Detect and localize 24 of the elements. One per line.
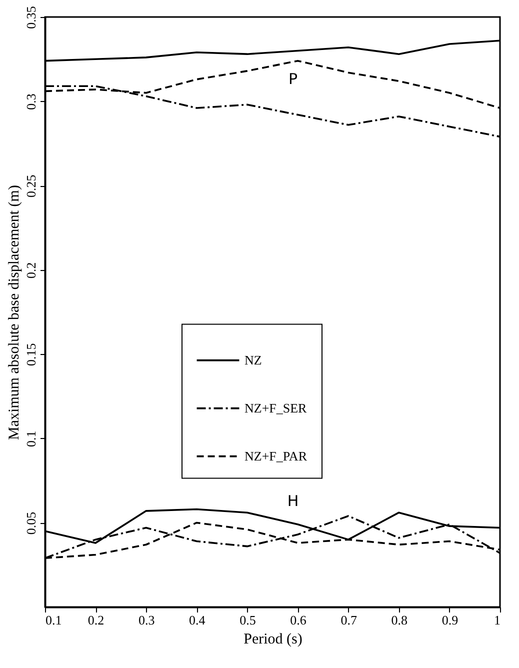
annotation: H: [287, 492, 299, 510]
legend-label: NZ+F_SER: [244, 400, 308, 416]
x-tick-label: 0.9: [442, 612, 458, 628]
y-tick-label: 0.05: [24, 512, 38, 535]
x-tick-label: 0.2: [88, 612, 104, 628]
x-tick-label: 0.6: [290, 612, 307, 628]
y-tick-label: 0.25: [24, 174, 38, 198]
x-tick-label: 0.3: [138, 612, 155, 628]
x-tick-label: 1: [494, 612, 500, 628]
x-axis-title: Period (s): [244, 632, 302, 648]
legend-label: NZ+F_PAR: [244, 448, 308, 464]
x-tick-label: 0.8: [391, 612, 408, 628]
y-tick-label: 0.35: [24, 6, 38, 29]
y-tick-label: 0.3: [24, 94, 38, 110]
y-tick-label: 0.1: [24, 430, 38, 448]
x-tick-label: 0.7: [340, 612, 358, 628]
y-axis-title: Maximum absolute base displacement (m): [6, 185, 22, 440]
y-tick-label: 0.15: [24, 343, 38, 366]
x-tick-label: 0.4: [189, 612, 206, 628]
x-tick-label: 0.5: [240, 612, 256, 628]
x-tick-label: 0.1: [46, 612, 62, 628]
annotation: P: [288, 70, 298, 88]
y-tick-label: 0.2: [24, 262, 38, 278]
legend-label: NZ: [244, 352, 262, 368]
